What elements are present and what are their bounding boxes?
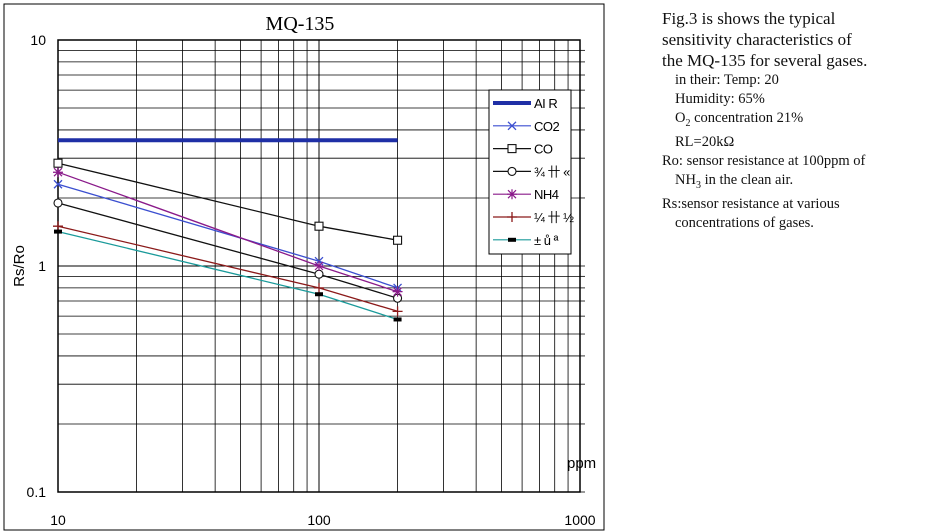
data-point [314,221,324,231]
caption-o2: O2 concentration 21% [662,109,938,133]
data-point [314,282,324,293]
legend-marker [507,212,517,222]
legend-item-2: CO [493,142,553,157]
series-line [57,171,398,293]
data-point [314,269,324,279]
legend-label: ¼ 卄 ½ [534,210,574,225]
caption-rs-2: concentrations of gases. [675,214,814,231]
caption-o2-suffix: concentration 21% [690,110,804,126]
chart-frame [3,3,605,531]
y-tick-label: 10 [30,32,46,48]
y-axis-label: Rs/Ro [11,245,28,287]
legend-label: NH4 [534,187,559,202]
series-layer [53,138,403,322]
caption-line-2: sensitivity characteristics of [662,30,852,49]
caption-ro-2-suffix: in the clean air. [700,171,794,188]
caption-line-1: Fig.3 is shows the typical [662,9,836,28]
x-axis-label: ppm [567,455,596,472]
series-6 [54,229,402,322]
legend-item-5: ¼ 卄 ½ [493,210,575,225]
x-tick-label: 100 [307,512,331,528]
series-1 [53,179,403,293]
caption-ro-1: Ro: sensor resistance at 100ppm of [662,152,866,169]
legend-marker [507,189,517,200]
caption-ro-2: NH3 in the clean air. [662,171,938,195]
legend-label: CO2 [534,119,560,134]
caption-rl: RL=20kΩ [675,133,735,150]
data-point [53,198,63,208]
caption-o2-sub: 2 [685,117,691,129]
data-point [314,261,324,271]
x-tick-label: 10 [50,512,66,528]
data-point [392,306,403,317]
legend-item-3: ¾ 卄 « [493,164,571,179]
series-2 [53,158,403,245]
caption-rs-1: Rs:sensor resistance at various [662,195,840,212]
legend-box [488,89,572,255]
legend-item-6: ± ů ª [493,233,559,248]
series-line [57,225,398,312]
caption-ro-2-prefix: NH [675,171,696,188]
caption-conditions: in their: Temp: 20    [675,72,806,88]
series-5 [53,221,403,317]
legend-marker [507,166,517,176]
series-line [57,202,398,299]
legend-label: CO [534,142,553,157]
caption-humidity: Humidity: 65%  [675,91,777,107]
legend: AI R CO2 CO ¾ 卄 « NH4 ¼ 卄 ½ ± ů ª [493,96,575,248]
series-3 [53,198,403,303]
legend-marker [507,144,517,154]
tick-labels: 10 100 1000 0.1 1 10 [27,32,596,528]
caption-ro-2-sub: 3 [695,179,701,191]
data-point [393,235,403,245]
legend-label: AI R [534,96,557,111]
series-4 [53,167,403,297]
legend-marker [507,121,517,131]
figure-caption: Fig.3 is shows the typical sensitivity c… [662,8,938,233]
caption-o2-prefix: O [675,110,686,126]
legend-item-0: AI R [493,96,558,111]
x-tick-label: 1000 [564,512,595,528]
legend-item-4: NH4 [493,187,559,202]
legend-marker [508,237,516,242]
y-tick-label: 0.1 [27,484,47,500]
data-point [54,229,62,234]
data-point [53,221,63,232]
data-point [392,286,403,297]
data-point [53,167,63,178]
legend-label: ± ů ª [534,233,559,248]
legend-item-1: CO2 [493,119,560,134]
data-point [53,179,63,189]
y-tick-label: 1 [38,258,46,274]
chart-title: MQ-135 [266,13,335,35]
caption-line-3: the MQ-135 for several gases. [662,51,868,70]
series-line [57,162,398,241]
data-point [53,158,63,168]
data-point [393,317,402,322]
legend-label: ¾ 卄 « [534,164,570,179]
grid-lines [57,39,585,493]
data-point [315,292,323,297]
